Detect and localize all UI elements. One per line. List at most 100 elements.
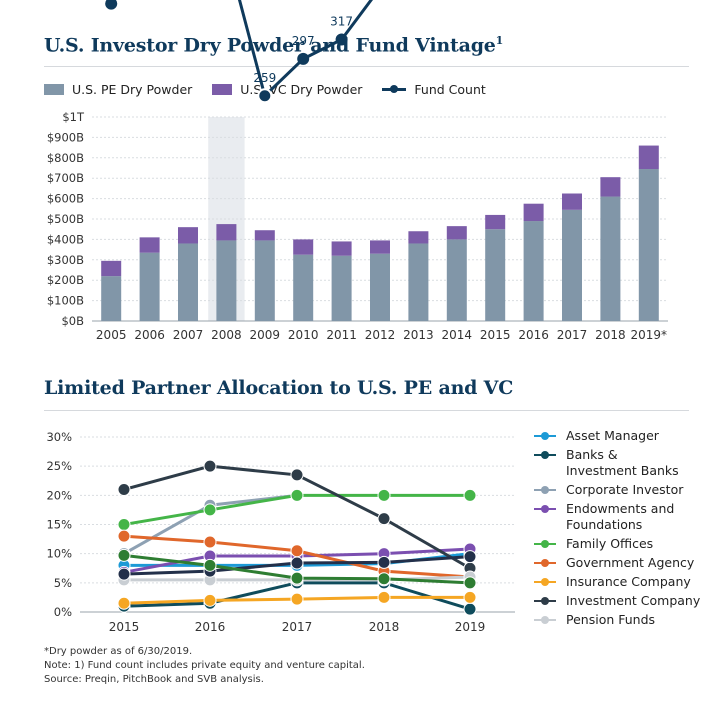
bar-pe-2016 — [523, 221, 544, 321]
series-point-green-dark-series — [117, 548, 131, 562]
bar-pe-2005 — [101, 276, 122, 321]
x-tick-label: 2017 — [282, 620, 313, 634]
footnote-line-1: *Dry powder as of 6/30/2019. — [44, 646, 193, 657]
series-point-family-offices — [203, 503, 217, 517]
legend-label: Asset Manager — [566, 428, 659, 443]
fund-count-point-2010 — [297, 52, 310, 65]
legend-marker — [534, 451, 556, 459]
footnote-line-3: Source: Preqin, PitchBook and SVB analys… — [44, 674, 264, 685]
y-tick-label: 15% — [46, 518, 72, 532]
bar-vc-2011 — [331, 241, 352, 256]
legend-swatch-pe — [44, 83, 64, 95]
legend-marker — [534, 616, 556, 624]
fund-count-point-2005 — [105, 0, 118, 10]
legend-label: Pension Funds — [566, 612, 656, 627]
fund-count-label: 297 — [292, 34, 315, 48]
legend-item-banks-investment-banks: Banks & Investment Banks — [534, 447, 709, 479]
chart2-legend: Asset Manager Banks & Investment Banks Cor… — [534, 428, 709, 631]
y-tick-label: $800B — [47, 151, 84, 165]
series-point-family-offices — [117, 518, 131, 531]
bar-vc-2010 — [293, 239, 314, 255]
y-tick-label: $600B — [47, 192, 84, 206]
legend-marker — [534, 597, 556, 605]
legend-item-pension-funds: Pension Funds — [534, 612, 709, 628]
legend-label: Insurance Company — [566, 574, 691, 589]
legend-label: Corporate Investor — [566, 482, 684, 497]
legend-label: Family Offices — [566, 536, 654, 551]
x-tick-label: 2010 — [288, 328, 319, 342]
legend-marker — [534, 540, 556, 548]
bar-vc-2007 — [178, 227, 198, 244]
x-tick-label: 2007 — [173, 328, 204, 342]
title-divider — [44, 66, 689, 67]
series-point-endowments-dark-series- — [117, 567, 131, 581]
series-point-government-agency — [117, 529, 131, 543]
bar-pe-2012 — [370, 253, 390, 321]
legend-item-corporate-investor: Corporate Investor — [534, 482, 709, 498]
y-tick-label: $900B — [47, 130, 84, 144]
series-point-endowments-dark-series- — [463, 550, 477, 564]
y-tick-label: $500B — [47, 212, 84, 226]
x-tick-label: 2016 — [195, 620, 226, 634]
series-point-insurance-company — [290, 592, 304, 606]
fund-count-point-2009 — [257, 88, 273, 104]
bar-pe-2007 — [178, 243, 198, 321]
footnotes: *Dry powder as of 6/30/2019. Note: 1) Fu… — [44, 645, 365, 687]
bar-vc-2005 — [101, 260, 122, 277]
legend-line-fund-count — [382, 84, 407, 94]
legend-marker — [534, 505, 556, 513]
bar-pe-2017 — [562, 209, 582, 321]
legend-marker — [534, 432, 556, 440]
bar-pe-2006 — [139, 252, 160, 321]
legend-label: Government Agency — [566, 555, 695, 570]
legend-label-pe: U.S. PE Dry Powder — [72, 81, 193, 97]
bar-vc-2015 — [485, 214, 506, 230]
y-tick-label: 20% — [46, 488, 72, 502]
series-point-insurance-company — [463, 590, 477, 604]
bar-vc-2016 — [523, 203, 544, 222]
y-tick-label: $300B — [47, 253, 84, 267]
dry-powder-chart: $0B $100B $200B $300B $400B $500B $600B $700B $8… — [47, 0, 668, 342]
fund-count-label: 317 — [330, 15, 353, 29]
bar-pe-2009 — [254, 240, 275, 321]
bar-pe-2018 — [600, 196, 621, 321]
fund-count-point-2011 — [335, 33, 348, 46]
legend-marker — [534, 486, 556, 494]
legend-pe-dry-powder: U.S. PE Dry Powder — [44, 82, 192, 97]
legend-item-endowments-and-foundations: Endowments and Foundations — [534, 501, 709, 533]
series-point-insurance-company — [203, 593, 217, 607]
bar-vc-2006 — [139, 237, 160, 253]
footnote-line-2: Note: 1) Fund count includes private equ… — [44, 660, 365, 671]
bar-vc-2008 — [216, 224, 237, 241]
x-tick-label: 2005 — [96, 328, 127, 342]
x-tick-label: 2008 — [211, 328, 242, 342]
series-point-investment-company — [203, 459, 217, 473]
y-tick-label: $1T — [62, 110, 85, 124]
series-point-green-dark-series — [463, 576, 477, 590]
legend-marker — [534, 578, 556, 586]
bar-pe-2010 — [293, 254, 314, 321]
fund-count-label: 259 — [253, 71, 276, 85]
series-point-government-agency — [290, 544, 304, 558]
chart1-legend: U.S. PE Dry Powder U.S. VC Dry Powder Fu… — [44, 80, 506, 98]
chart1-title: U.S. Investor Dry Powder and Fund Vintag… — [44, 34, 504, 57]
series-point-insurance-company — [117, 596, 131, 610]
x-tick-label: 2019 — [455, 620, 486, 634]
bar-pe-2015 — [485, 229, 506, 321]
x-tick-label: 2006 — [134, 328, 165, 342]
bar-pe-2014 — [446, 239, 467, 321]
legend-item-investment-company: Investment Company — [534, 593, 709, 609]
series-point-family-offices — [290, 488, 304, 502]
legend-label: Investment Company — [566, 593, 701, 608]
legend-label: Endowments and Foundations — [566, 501, 675, 532]
y-tick-label: $400B — [47, 232, 84, 246]
y-tick-label: $200B — [47, 273, 84, 287]
legend-label: Banks & Investment Banks — [566, 447, 679, 478]
bar-pe-2008 — [216, 240, 237, 321]
x-tick-label: 2019* — [631, 328, 668, 342]
legend-swatch-vc — [212, 83, 233, 95]
bar-pe-2019* — [638, 169, 659, 321]
legend-item-government-agency: Government Agency — [534, 555, 709, 571]
y-tick-label: 5% — [54, 576, 72, 590]
